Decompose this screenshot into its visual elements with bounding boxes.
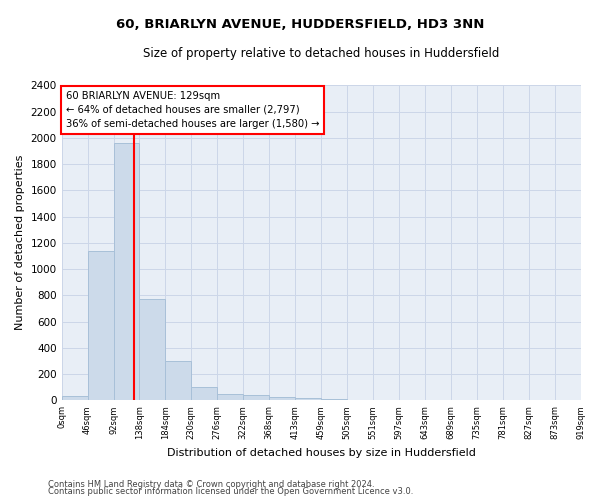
- Bar: [166, 361, 191, 401]
- Bar: [269, 397, 295, 400]
- Bar: [191, 387, 217, 400]
- Text: 60, BRIARLYN AVENUE, HUDDERSFIELD, HD3 3NN: 60, BRIARLYN AVENUE, HUDDERSFIELD, HD3 3…: [116, 18, 484, 30]
- Bar: [243, 395, 269, 400]
- Text: Contains public sector information licensed under the Open Government Licence v3: Contains public sector information licen…: [48, 488, 413, 496]
- Y-axis label: Number of detached properties: Number of detached properties: [15, 155, 25, 330]
- Bar: [139, 299, 166, 400]
- X-axis label: Distribution of detached houses by size in Huddersfield: Distribution of detached houses by size …: [167, 448, 476, 458]
- Title: Size of property relative to detached houses in Huddersfield: Size of property relative to detached ho…: [143, 48, 499, 60]
- Bar: [88, 250, 113, 400]
- Bar: [217, 394, 243, 400]
- Text: Contains HM Land Registry data © Crown copyright and database right 2024.: Contains HM Land Registry data © Crown c…: [48, 480, 374, 489]
- Text: 60 BRIARLYN AVENUE: 129sqm
← 64% of detached houses are smaller (2,797)
36% of s: 60 BRIARLYN AVENUE: 129sqm ← 64% of deta…: [65, 90, 319, 128]
- Bar: [62, 396, 88, 400]
- Bar: [295, 398, 321, 400]
- Bar: [113, 143, 139, 401]
- Bar: [321, 399, 347, 400]
